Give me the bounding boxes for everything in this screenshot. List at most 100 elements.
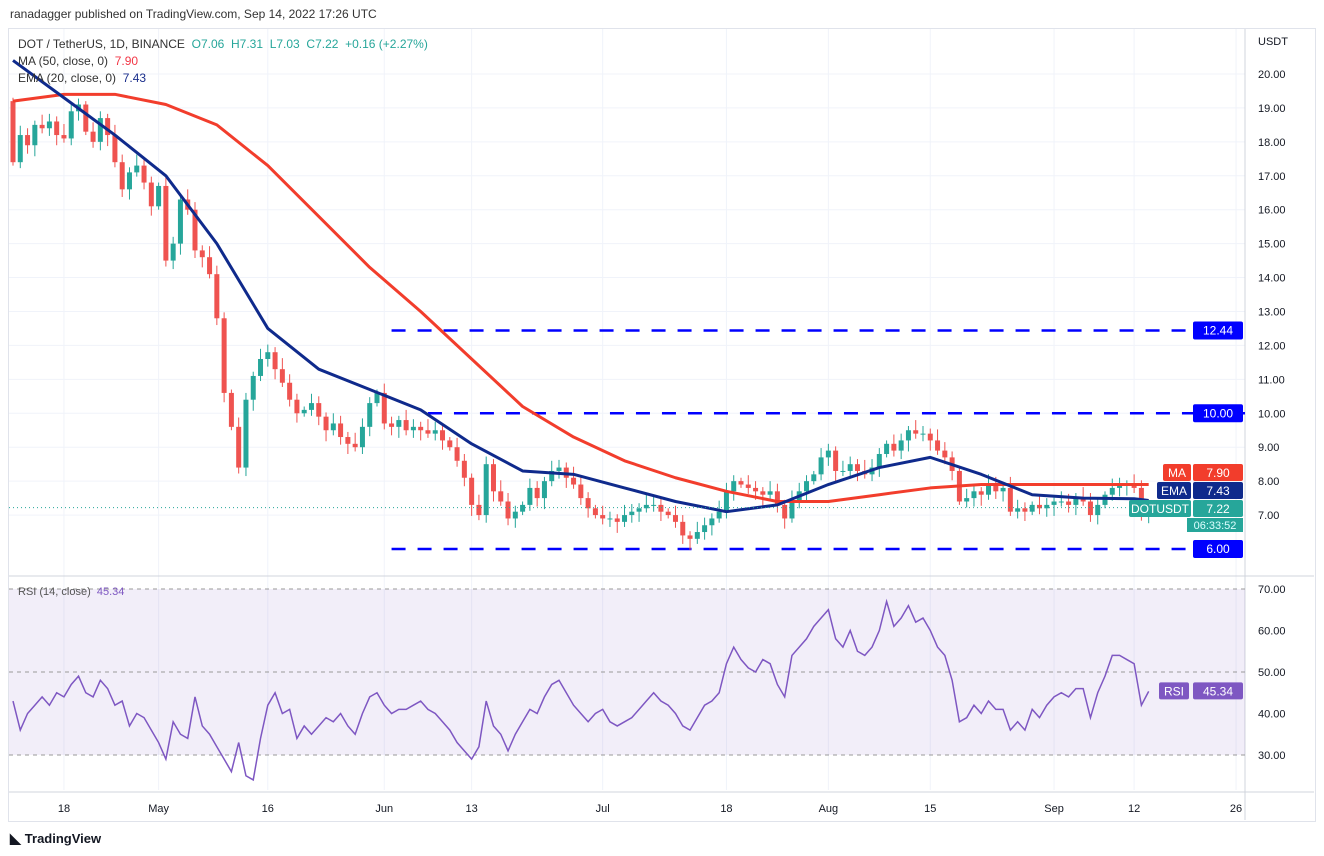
candle <box>258 358 264 376</box>
rsi-value-label: 45.34 <box>1203 684 1233 698</box>
candle <box>767 491 773 495</box>
candle <box>374 392 380 404</box>
candle <box>898 440 904 451</box>
candle <box>847 464 853 471</box>
ema-legend[interactable]: EMA (20, close, 0) <box>18 71 117 85</box>
candle <box>228 392 234 427</box>
candle <box>731 481 737 492</box>
price-tick-label: 9.00 <box>1258 442 1279 454</box>
candle <box>454 447 460 461</box>
candle <box>512 511 518 519</box>
price-tick-label: 17.00 <box>1258 171 1286 183</box>
candle <box>250 375 256 400</box>
time-tick-label: 18 <box>58 803 70 815</box>
ma50-line <box>12 92 1149 503</box>
rsi-tick-label: 50.00 <box>1258 667 1286 679</box>
candle <box>614 518 620 522</box>
candle <box>1015 508 1021 512</box>
time-tick-label: Aug <box>819 803 839 815</box>
candle <box>389 423 395 427</box>
price-tick-label: 12.00 <box>1258 340 1286 352</box>
countdown-badge <box>1187 518 1243 532</box>
high-value: H7.31 <box>231 37 264 51</box>
time-tick-label: 13 <box>466 803 478 815</box>
price-tick-label: 13.00 <box>1258 306 1286 318</box>
time-tick-label: May <box>148 803 169 815</box>
rsi-name-badge <box>1159 682 1189 700</box>
tradingview-logo[interactable]: ◣ TradingView <box>10 830 101 847</box>
candle <box>658 504 664 512</box>
candle <box>738 481 744 485</box>
candle <box>665 511 671 516</box>
tradingview-logo-text: TradingView <box>24 831 102 846</box>
candle <box>83 104 89 132</box>
candle <box>782 504 788 519</box>
candle <box>425 430 431 434</box>
candle <box>54 121 60 136</box>
candle <box>927 433 933 441</box>
candle <box>134 165 140 173</box>
candle <box>774 491 780 505</box>
candle <box>651 504 657 506</box>
candle <box>585 498 591 509</box>
time-tick-label: 12 <box>1128 803 1140 815</box>
candle <box>702 525 708 533</box>
candle <box>840 470 846 472</box>
candle <box>32 124 38 146</box>
rsi-line <box>12 598 1150 782</box>
candle <box>1109 487 1115 495</box>
rsi-legend-value: 45.34 <box>96 586 125 598</box>
chart-frame <box>8 28 1316 822</box>
candle <box>913 430 919 434</box>
candle <box>119 162 125 190</box>
candle <box>920 433 926 435</box>
ma-legend[interactable]: MA (50, close, 0) <box>18 54 109 68</box>
ma-name-badge <box>1163 464 1191 481</box>
last-price-value-label: 7.22 <box>1206 502 1230 516</box>
symbol-title[interactable]: DOT / TetherUS, 1D, BINANCE <box>18 37 185 51</box>
last-price-name-badge <box>1129 500 1191 517</box>
rsi-legend[interactable]: RSI (14, close) 45.34 <box>18 586 124 598</box>
time-tick-label: Jul <box>596 803 610 815</box>
price-tick-label: 8.00 <box>1258 476 1279 488</box>
level-badge-value: 12.44 <box>1203 323 1233 337</box>
candle <box>17 135 23 163</box>
rsi-name-label: RSI <box>1164 684 1184 698</box>
candle <box>61 135 67 139</box>
candle <box>396 420 402 427</box>
candle <box>46 121 52 129</box>
ema20-line <box>12 59 1149 514</box>
price-tick-label: 10.00 <box>1258 408 1286 420</box>
candle <box>345 437 351 444</box>
candle <box>440 430 446 441</box>
candle <box>148 182 154 207</box>
candle <box>1117 484 1123 488</box>
candle <box>687 535 693 539</box>
candle <box>367 403 373 427</box>
countdown-label: 06:33:52 <box>1194 520 1237 532</box>
candle <box>622 515 628 522</box>
candle <box>607 518 613 520</box>
close-value: C7.22 <box>306 37 339 51</box>
candle <box>723 491 729 512</box>
candle <box>243 399 249 468</box>
change-value: +0.16 (+2.27%) <box>345 37 428 51</box>
candle <box>1051 501 1057 505</box>
candle <box>993 484 999 492</box>
candle <box>1080 498 1086 502</box>
time-tick-label: 18 <box>720 803 732 815</box>
candle <box>694 532 700 539</box>
candle <box>381 392 387 424</box>
level-badge <box>1193 404 1243 423</box>
candle <box>403 420 409 431</box>
candle <box>643 504 649 509</box>
candle <box>236 426 242 468</box>
candle <box>1066 501 1072 505</box>
candle <box>986 484 992 495</box>
candle <box>156 185 162 207</box>
candle <box>90 131 96 142</box>
candle <box>818 457 824 475</box>
rsi-tick-label: 40.00 <box>1258 709 1286 721</box>
